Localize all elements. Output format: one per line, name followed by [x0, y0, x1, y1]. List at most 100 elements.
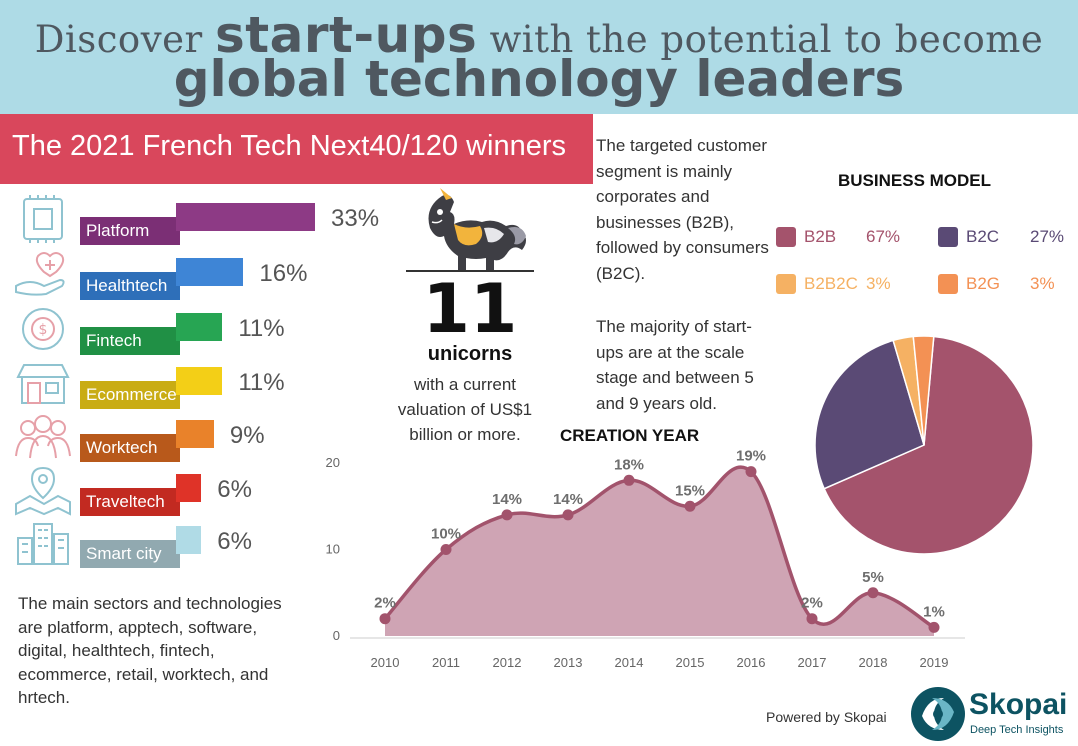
sector-value-label: 6% [217, 528, 252, 555]
legend-item: B2G 3% [938, 272, 1066, 296]
legend-label: B2B2C [804, 274, 858, 293]
data-point [928, 621, 940, 633]
data-point [440, 544, 452, 555]
sector-value-label: 33% [331, 205, 380, 232]
data-label: 2% [801, 595, 823, 612]
legend-label: B2G [966, 274, 1001, 293]
y-tick-label: 10 [326, 542, 340, 557]
x-tick-label: 2016 [737, 655, 766, 670]
data-point [684, 500, 696, 512]
sector-label: Smart city [80, 540, 180, 568]
title-emphasis: start-ups [214, 6, 478, 64]
data-label: 15% [675, 482, 705, 499]
sector-bar [176, 474, 202, 502]
healthcare-hand-icon [10, 248, 76, 300]
x-tick-label: 2010 [371, 655, 400, 670]
creation-year-chart: 0 10 20 2% 2010 10% 2011 14% 2012 14% 2013 18% 2014 1… [326, 448, 965, 670]
series-line [383, 465, 935, 629]
pie-slice-b2g [912, 335, 935, 446]
svg-text:$: $ [39, 322, 48, 338]
title-part: with the potential to become [477, 18, 1044, 61]
data-label: 14% [492, 491, 522, 508]
legend-item: B2B 67% [776, 225, 902, 249]
legend-swatch [938, 227, 958, 247]
storefront-icon [10, 357, 76, 409]
pie-slice-b2b [823, 335, 1034, 555]
legend-value: 27% [1030, 227, 1065, 246]
legend-value: 3% [1030, 274, 1055, 293]
title-part: Discover [34, 18, 215, 61]
team-people-icon [10, 410, 76, 462]
stage-paragraph: The majority of start-ups are at the sca… [596, 317, 754, 413]
data-point [867, 587, 879, 599]
pie-slice-b2c [814, 339, 925, 490]
chip-icon [10, 193, 76, 245]
sector-label: Healthtech [80, 272, 180, 300]
winners-banner: The 2021 French Tech Next40/120 winners [0, 114, 593, 184]
y-tick-label: 0 [333, 628, 340, 643]
legend-value: 67% [866, 227, 901, 246]
data-label: 2% [374, 595, 396, 612]
legend-value: 3% [866, 274, 891, 293]
map-pin-icon [10, 464, 76, 516]
sector-value-label: 11% [238, 369, 285, 396]
header-band: Discover start-ups with the potential to… [0, 0, 1078, 114]
data-point [806, 613, 818, 625]
x-tick-label: 2019 [920, 655, 949, 670]
unicorn-label: unicorns [427, 343, 513, 365]
sector-bar [176, 367, 223, 395]
x-tick-label: 2017 [798, 655, 827, 670]
data-label: 10% [431, 526, 461, 543]
legend-label: B2B [804, 227, 837, 246]
business-model-pie [814, 335, 1034, 555]
unicorn-description: with a current valuation of US$1 billion… [397, 375, 533, 444]
unicorn-count: 11 [422, 270, 518, 349]
x-tick-label: 2014 [615, 655, 644, 670]
x-tick-label: 2012 [493, 655, 522, 670]
sectors-summary: The main sectors and technologies are pl… [18, 594, 282, 707]
sector-value-label: 9% [229, 422, 265, 449]
data-point [623, 474, 635, 486]
skopai-logo-name: Skopai [969, 688, 1068, 721]
dollar-cycle-icon: $ [10, 303, 76, 355]
legend-swatch [776, 274, 796, 294]
data-label: 18% [614, 456, 644, 473]
sector-label: Platform [80, 217, 180, 245]
sector-value-label: 6% [217, 476, 252, 503]
sector-value-label: 16% [259, 260, 308, 287]
sector-bar [176, 203, 315, 231]
data-label: 14% [553, 491, 583, 508]
legend-swatch [776, 227, 796, 247]
legend-item: B2B2C 3% [776, 272, 902, 296]
legend-item: B2C 27% [938, 225, 1066, 249]
segment-paragraph: The targeted customer segment is mainly … [596, 136, 769, 283]
data-point [745, 466, 757, 478]
sector-value-label: 11% [238, 315, 285, 342]
y-tick-label: 20 [326, 455, 340, 470]
x-tick-label: 2013 [554, 655, 583, 670]
skopai-logo-icon [911, 687, 965, 741]
page-title-line1: Discover start-ups with the potential to… [0, 6, 1078, 64]
data-label: 1% [923, 603, 945, 620]
unicorn-icon [428, 188, 526, 270]
sector-label: Ecommerce [80, 381, 180, 409]
sector-bar [176, 313, 223, 341]
x-tick-label: 2018 [859, 655, 888, 670]
unicorn-divider [406, 270, 534, 272]
x-tick-label: 2011 [432, 655, 460, 670]
business-model-title: BUSINESS MODEL [838, 171, 992, 190]
data-point [379, 613, 391, 625]
data-point [562, 509, 574, 521]
sector-bar [176, 420, 214, 448]
sector-label: Fintech [80, 327, 180, 355]
sector-bar [176, 258, 244, 286]
creation-year-title: CREATION YEAR [560, 426, 700, 445]
sector-bar [176, 526, 202, 554]
data-point [501, 509, 513, 521]
legend-label: B2C [966, 227, 1000, 246]
page-title-line2: global technology leaders [173, 50, 905, 108]
legend-swatch [938, 274, 958, 294]
city-buildings-icon [10, 516, 76, 568]
sector-label: Worktech [80, 434, 180, 462]
powered-by: Powered by Skopai [766, 709, 887, 725]
